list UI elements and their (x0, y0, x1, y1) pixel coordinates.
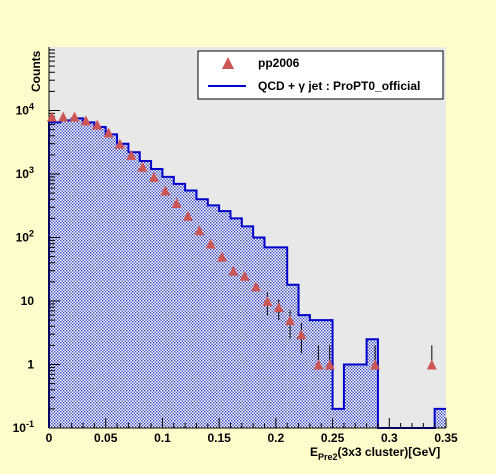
data-point-marker (228, 265, 239, 276)
data-point-marker (251, 281, 262, 292)
histogram-bin (94, 126, 106, 429)
axes-layer: 0 0.05 0.1 0.15 0.2 0.25 0.3 0.3510-11101021031… (13, 47, 458, 445)
y-tick-exponent: 2 (29, 229, 34, 239)
histogram-bin (321, 320, 333, 428)
data-point-marker (80, 115, 91, 126)
histogram-bin (253, 237, 265, 428)
data-point-marker (370, 359, 381, 370)
data-point-marker (114, 138, 125, 149)
data-point-marker (313, 359, 324, 370)
data-point-marker (46, 111, 57, 122)
y-tick-label: 104 (16, 102, 34, 118)
histogram-bin (49, 122, 61, 428)
data-point-marker (194, 225, 205, 236)
histogram-bin (207, 205, 220, 428)
x-tick-label: 0.2 (268, 431, 285, 445)
data-point-marker (426, 359, 437, 370)
data-point-marker (58, 111, 69, 122)
histogram-bin (83, 122, 95, 428)
histogram-bin (128, 152, 140, 428)
x-tick-label: 0.25 (321, 431, 345, 445)
legend-label-qcd: QCD + γ jet : ProPT0_official (258, 79, 420, 93)
y-axis-title: Counts (29, 50, 43, 92)
data-point-marker (148, 171, 159, 182)
y-tick-base: 10 (21, 294, 35, 308)
data-point-marker (205, 238, 216, 249)
data-point-marker (126, 149, 137, 160)
histogram-bin (185, 190, 197, 428)
histogram-bin (355, 364, 367, 428)
histogram-bin (230, 218, 242, 428)
histogram-bin (162, 176, 174, 428)
y-tick-label: 10-1 (13, 419, 34, 435)
data-point-marker (296, 329, 307, 340)
y-tick-label: 10 (21, 294, 35, 308)
x-tick-label: 0.35 (434, 431, 458, 445)
histogram-bin (298, 315, 310, 428)
legend-label-pp2006: pp2006 (258, 56, 300, 70)
histogram-bin (332, 408, 344, 428)
y-tick-exponent: 3 (29, 165, 34, 175)
data-point-marker (171, 197, 182, 208)
x-axis-title-rest: (3x3 cluster)[GeV] (338, 445, 441, 459)
histogram-bin (241, 226, 254, 428)
data-point-marker (216, 251, 227, 262)
x-axis-title-main: E (310, 445, 318, 459)
histogram-bin (60, 120, 72, 428)
data-point-marker (285, 315, 296, 326)
histogram-bin (343, 364, 356, 428)
data-point-marker (324, 359, 335, 370)
y-tick-base: 10 (16, 167, 30, 181)
histogram-outline (48, 117, 446, 429)
histogram-layer (48, 117, 446, 429)
histogram-bin (151, 168, 163, 428)
x-tick-label: 0 (46, 431, 53, 445)
y-tick-base: 10 (16, 231, 30, 245)
histogram-bin (139, 161, 152, 429)
y-tick-base: 10 (13, 421, 27, 435)
data-point-marker (103, 127, 114, 138)
data-point-marker (273, 302, 284, 313)
histogram-bin (173, 183, 186, 428)
histogram-bin (287, 284, 299, 428)
legend-marker-triangle (222, 57, 234, 69)
legend: pp2006 QCD + γ jet : ProPT0_official (197, 50, 444, 100)
x-tick-label: 0.15 (207, 431, 231, 445)
data-point-marker (239, 270, 250, 281)
histogram-bin (264, 247, 276, 428)
y-tick-exponent: 4 (29, 102, 34, 112)
histogram-bin (117, 143, 129, 428)
histogram-bin (71, 118, 84, 429)
histogram-bin (275, 247, 288, 428)
y-tick-exponent: -1 (26, 419, 34, 429)
y-tick-base: 1 (27, 358, 34, 372)
data-point-marker (137, 161, 148, 172)
data-point-marker (69, 111, 80, 122)
histogram-bin (366, 339, 378, 428)
x-tick-label: 0.3 (381, 431, 398, 445)
y-tick-label: 1 (27, 358, 34, 372)
x-tick-label: 0.05 (94, 431, 118, 445)
histogram-bin (219, 211, 231, 428)
histogram-bin (434, 408, 446, 428)
histogram-bin (105, 134, 118, 429)
data-point-marker (182, 210, 193, 221)
x-tick-label: 0.1 (154, 431, 171, 445)
data-point-marker (160, 185, 171, 196)
marker-layer (46, 111, 437, 370)
y-tick-base: 10 (16, 104, 30, 118)
data-point-marker (262, 296, 273, 306)
x-axis-title: EPre2(3x3 cluster)[GeV] (310, 445, 440, 462)
data-point-marker (92, 119, 103, 130)
histogram-bin (309, 320, 322, 428)
legend-box (197, 50, 444, 100)
y-tick-label: 103 (16, 165, 34, 181)
y-tick-label: 102 (16, 229, 34, 245)
x-axis-title-sub: Pre2 (318, 452, 338, 462)
histogram-bin (196, 199, 208, 428)
